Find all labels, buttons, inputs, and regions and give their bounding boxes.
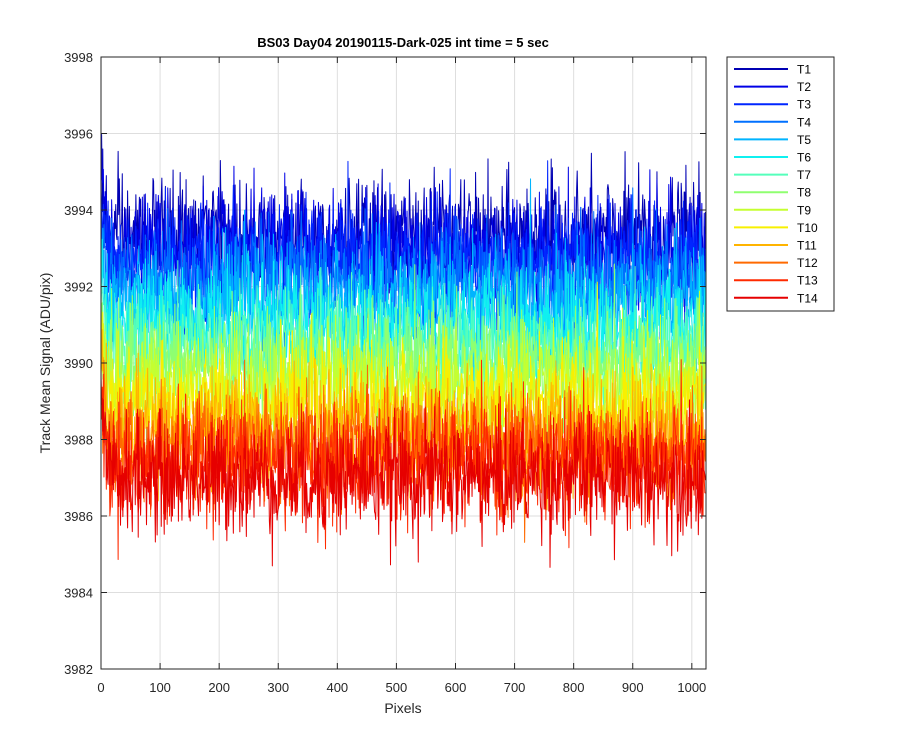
x-tick-label: 600 [445,680,467,695]
legend-label-t3: T3 [797,98,811,112]
legend-label-t8: T8 [797,186,811,200]
y-tick-label: 3996 [64,127,93,142]
y-tick-label: 3984 [64,586,93,601]
series-line-t1 [101,148,706,331]
x-tick-label: 300 [267,680,289,695]
series-line-t12 [101,359,706,543]
x-tick-label: 900 [622,680,644,695]
x-tick-labels: 0 100 200 300 400 500 600 700 800 900 1000 [97,680,706,695]
legend-label-t4: T4 [797,115,811,129]
chart-title: BS03 Day04 20190115-Dark-025 int time = … [257,35,549,50]
axis-ticks [100,56,706,670]
legend-box [726,56,835,312]
x-tick-label: 700 [504,680,526,695]
legend-label-t2: T2 [797,80,811,94]
x-tick-label: 400 [326,680,348,695]
x-tick-label: 500 [386,680,408,695]
y-axis-title: Track Mean Signal (ADU/pix) [37,273,53,454]
x-tick-label: 200 [208,680,230,695]
x-tick-label: 1000 [677,680,706,695]
x-tick-label: 800 [563,680,585,695]
legend-label-t7: T7 [797,168,811,182]
legend-items: T1 T2 T3 T4 T5 T6 T7 T8 T9 T10 T11 T12 T13 T14 [734,63,818,305]
y-tick-label: 3988 [64,433,93,448]
y-tick-label: 3994 [64,203,93,218]
legend-label-t1: T1 [797,63,811,77]
y-tick-label: 3998 [64,50,93,65]
legend-label-t6: T6 [797,151,811,165]
x-tick-label: 0 [97,680,104,695]
legend-label-t13: T13 [797,274,818,288]
y-tick-label: 3982 [64,662,93,677]
series-line-t14 [101,372,706,568]
legend-label-t11: T11 [797,239,817,253]
legend-label-t14: T14 [797,291,818,305]
legend-label-t9: T9 [797,203,811,217]
y-tick-labels: 3982 3984 3986 3988 3990 3992 3994 3996 3998 [64,50,93,677]
y-tick-label: 3992 [64,280,93,295]
y-tick-label: 3986 [64,509,93,524]
legend[interactable]: T1 T2 T3 T4 T5 T6 T7 T8 T9 T10 T11 T12 T13 T14 [726,56,835,312]
legend-label-t12: T12 [797,256,818,270]
series-lines [101,133,706,568]
legend-label-t5: T5 [797,133,811,147]
x-axis-title: Pixels [384,700,421,716]
legend-label-t10: T10 [797,221,818,235]
x-tick-label: 100 [149,680,171,695]
y-tick-label: 3990 [64,356,93,371]
